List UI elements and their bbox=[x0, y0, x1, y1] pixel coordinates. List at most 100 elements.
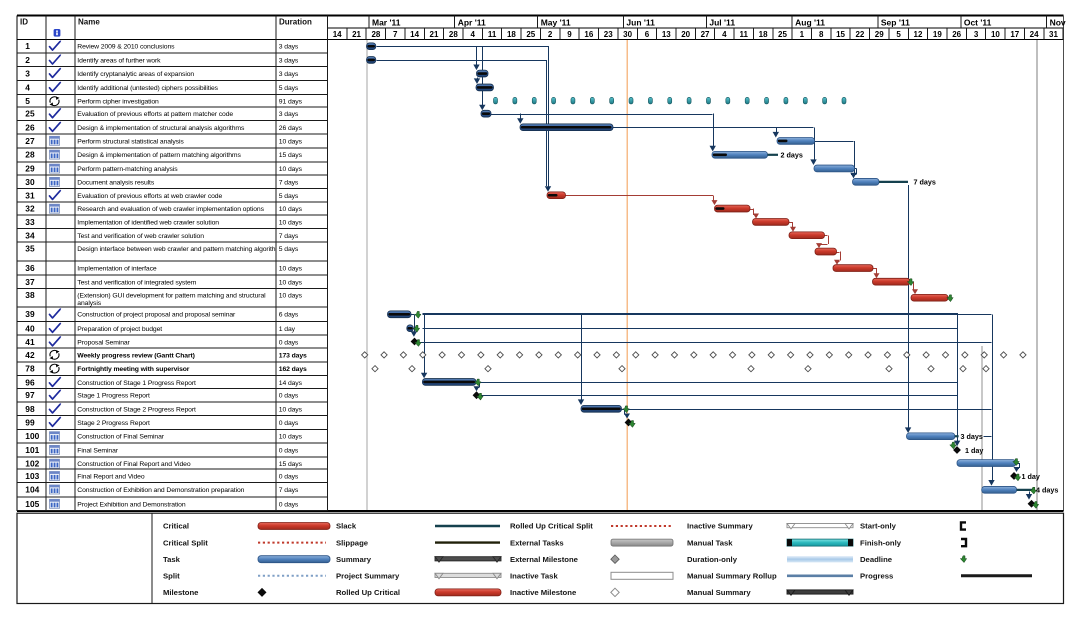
svg-text:5 days: 5 days bbox=[279, 193, 299, 200]
svg-text:15 days: 15 days bbox=[279, 461, 303, 468]
svg-text:19: 19 bbox=[933, 30, 942, 39]
svg-text:1: 1 bbox=[25, 41, 30, 51]
svg-text:Duration: Duration bbox=[279, 18, 312, 27]
svg-text:9: 9 bbox=[567, 30, 572, 39]
svg-text:42: 42 bbox=[25, 350, 35, 360]
svg-text:10 days: 10 days bbox=[279, 266, 303, 273]
svg-text:Finish-only: Finish-only bbox=[860, 538, 902, 547]
svg-text:Split: Split bbox=[163, 572, 180, 581]
svg-text:(Extension) GUI development fo: (Extension) GUI development for pattern … bbox=[77, 293, 266, 300]
svg-text:104: 104 bbox=[25, 485, 39, 495]
svg-text:20: 20 bbox=[681, 30, 690, 39]
svg-text:10 days: 10 days bbox=[279, 406, 303, 413]
svg-text:98: 98 bbox=[25, 404, 35, 414]
svg-text:0 days: 0 days bbox=[279, 420, 299, 427]
svg-text:Test and verification of integ: Test and verification of integrated syst… bbox=[77, 279, 196, 286]
svg-text:Deadline: Deadline bbox=[860, 555, 893, 564]
svg-text:25: 25 bbox=[25, 109, 35, 119]
svg-text:21: 21 bbox=[352, 30, 361, 39]
svg-text:Start-only: Start-only bbox=[860, 522, 897, 531]
svg-text:Identify additional (untested): Identify additional (untested) ciphers p… bbox=[77, 85, 218, 92]
svg-text:analysis: analysis bbox=[77, 300, 101, 307]
svg-text:Proposal Seminar: Proposal Seminar bbox=[77, 339, 130, 346]
svg-text:3: 3 bbox=[974, 30, 979, 39]
svg-text:27: 27 bbox=[701, 30, 710, 39]
svg-text:Construction of Final Seminar: Construction of Final Seminar bbox=[77, 434, 164, 441]
svg-text:10: 10 bbox=[991, 30, 1000, 39]
svg-text:10 days: 10 days bbox=[279, 138, 303, 145]
svg-text:Aug '11: Aug '11 bbox=[795, 17, 825, 27]
svg-text:4 days: 4 days bbox=[1036, 486, 1058, 495]
svg-text:3 days: 3 days bbox=[279, 71, 299, 78]
svg-text:2 days: 2 days bbox=[781, 151, 803, 160]
svg-text:Perform cipher investigation: Perform cipher investigation bbox=[77, 99, 159, 106]
svg-text:7 days: 7 days bbox=[914, 178, 936, 187]
svg-text:Review 2009 & 2010 conclusions: Review 2009 & 2010 conclusions bbox=[77, 44, 175, 51]
svg-text:5 days: 5 days bbox=[279, 85, 299, 92]
svg-text:4: 4 bbox=[722, 30, 727, 39]
svg-text:14 days: 14 days bbox=[279, 380, 303, 387]
svg-text:27: 27 bbox=[25, 136, 35, 146]
svg-text:4: 4 bbox=[470, 30, 475, 39]
svg-text:Manual Summary: Manual Summary bbox=[687, 588, 751, 597]
svg-text:Perform pattern-matching analy: Perform pattern-matching analysis bbox=[77, 166, 178, 173]
svg-text:1: 1 bbox=[800, 30, 805, 39]
svg-text:38: 38 bbox=[25, 290, 35, 300]
svg-text:30: 30 bbox=[25, 177, 35, 187]
svg-text:18: 18 bbox=[507, 30, 516, 39]
svg-text:Rolled Up Critical: Rolled Up Critical bbox=[336, 588, 400, 597]
svg-text:21: 21 bbox=[430, 30, 439, 39]
svg-text:Identify areas of further work: Identify areas of further work bbox=[77, 58, 161, 65]
svg-text:26 days: 26 days bbox=[279, 125, 303, 132]
svg-text:29: 29 bbox=[25, 164, 35, 174]
svg-text:162 days: 162 days bbox=[279, 366, 307, 373]
svg-text:78: 78 bbox=[25, 364, 35, 374]
svg-text:Inactive Task: Inactive Task bbox=[510, 572, 558, 581]
svg-text:25: 25 bbox=[526, 30, 535, 39]
svg-text:Implementation of identified w: Implementation of identified web crawler… bbox=[77, 220, 219, 227]
svg-text:Project Summary: Project Summary bbox=[336, 572, 400, 581]
svg-text:28: 28 bbox=[25, 150, 35, 160]
svg-text:Slack: Slack bbox=[336, 522, 357, 531]
svg-text:99: 99 bbox=[25, 417, 35, 427]
svg-text:10 days: 10 days bbox=[279, 220, 303, 227]
svg-text:37: 37 bbox=[25, 277, 35, 287]
svg-text:Design & implementation of pat: Design & implementation of pattern match… bbox=[77, 152, 241, 159]
svg-text:91 days: 91 days bbox=[279, 99, 303, 106]
svg-text:3 days: 3 days bbox=[279, 111, 299, 118]
svg-text:18: 18 bbox=[759, 30, 768, 39]
svg-text:26: 26 bbox=[952, 30, 961, 39]
svg-text:10 days: 10 days bbox=[279, 166, 303, 173]
svg-text:May '11: May '11 bbox=[541, 17, 571, 27]
svg-text:Progress: Progress bbox=[860, 572, 893, 581]
svg-text:ID: ID bbox=[20, 18, 28, 27]
svg-text:3 days: 3 days bbox=[279, 44, 299, 51]
svg-text:1 day: 1 day bbox=[279, 326, 296, 333]
svg-text:6 days: 6 days bbox=[279, 311, 299, 318]
svg-text:31: 31 bbox=[1049, 30, 1058, 39]
svg-text:Project Exhibition and Demonst: Project Exhibition and Demonstration bbox=[77, 501, 186, 508]
svg-text:Inactive Milestone: Inactive Milestone bbox=[510, 588, 577, 597]
svg-text:Document analysis results: Document analysis results bbox=[77, 179, 155, 186]
svg-text:Jul '11: Jul '11 bbox=[709, 17, 735, 27]
svg-text:0 days: 0 days bbox=[279, 501, 299, 508]
svg-text:40: 40 bbox=[25, 323, 35, 333]
svg-text:14: 14 bbox=[410, 30, 419, 39]
svg-text:34: 34 bbox=[25, 230, 35, 240]
svg-text:15 days: 15 days bbox=[279, 152, 303, 159]
svg-text:5: 5 bbox=[25, 96, 30, 106]
svg-text:28: 28 bbox=[371, 30, 380, 39]
svg-text:7 days: 7 days bbox=[279, 179, 299, 186]
svg-text:Research and evaluation of web: Research and evaluation of web crawler i… bbox=[77, 206, 264, 213]
svg-text:3 days: 3 days bbox=[279, 58, 299, 65]
svg-text:Task: Task bbox=[163, 555, 181, 564]
svg-text:24: 24 bbox=[1030, 30, 1039, 39]
svg-text:1 day: 1 day bbox=[1022, 472, 1040, 481]
svg-text:Stage 2 Progress Report: Stage 2 Progress Report bbox=[77, 420, 150, 427]
svg-text:22: 22 bbox=[855, 30, 864, 39]
svg-text:Preparation of project budget: Preparation of project budget bbox=[77, 326, 162, 333]
svg-text:Test and verification of web c: Test and verification of web crawler sol… bbox=[77, 233, 204, 240]
svg-text:7 days: 7 days bbox=[279, 233, 299, 240]
svg-text:0 days: 0 days bbox=[279, 447, 299, 454]
svg-text:101: 101 bbox=[25, 445, 39, 455]
